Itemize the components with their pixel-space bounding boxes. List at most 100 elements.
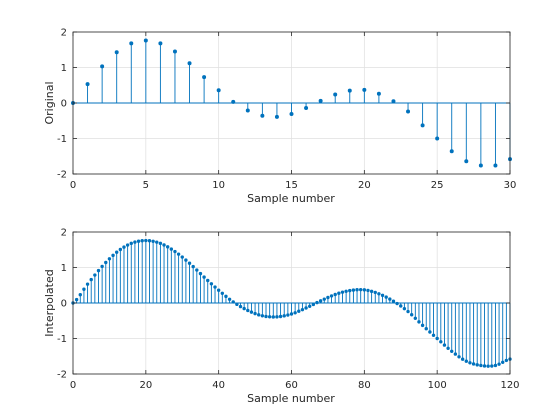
stem-marker xyxy=(242,306,246,311)
y-tick-label: -2 xyxy=(57,170,67,181)
stem-marker xyxy=(216,88,221,93)
stem-marker xyxy=(104,260,108,265)
axes-original: 0 5 10 15 20 25 30 -2 -1 0 1 2 Sample number Origin… xyxy=(43,28,516,206)
stem-marker xyxy=(78,292,82,297)
stem-marker xyxy=(140,238,144,243)
stem-marker xyxy=(369,289,374,294)
stem-marker xyxy=(380,293,385,298)
x-tick-label: 20 xyxy=(139,380,152,391)
stem-marker xyxy=(457,355,461,359)
stem-marker xyxy=(348,288,352,293)
stem-marker xyxy=(249,310,254,314)
stem-marker xyxy=(304,306,308,310)
y-tick-label: -1 xyxy=(57,134,67,145)
stem-marker xyxy=(333,92,338,97)
stem-marker xyxy=(344,289,348,293)
stem-series xyxy=(71,238,512,368)
stem-marker xyxy=(293,311,297,315)
x-tick-label: 5 xyxy=(143,180,149,191)
stem-marker xyxy=(151,239,155,243)
stem-marker xyxy=(409,313,414,317)
y-tick-label: 1 xyxy=(61,263,67,274)
stem-marker xyxy=(187,61,192,66)
stem-marker xyxy=(504,358,509,363)
stem-marker xyxy=(318,98,323,103)
stem-marker xyxy=(304,105,309,110)
x-tick-label: 120 xyxy=(500,380,519,391)
stem-marker xyxy=(366,288,370,293)
x-tick-label: 30 xyxy=(504,180,517,191)
stem-marker xyxy=(260,314,265,318)
stem-marker xyxy=(187,261,192,265)
y-axis-label: Original xyxy=(43,81,56,124)
stem-marker xyxy=(147,238,152,243)
stem-marker xyxy=(118,247,123,252)
stem-marker xyxy=(424,327,428,331)
stem-marker xyxy=(362,87,367,92)
stem-marker xyxy=(417,320,421,324)
stem-marker xyxy=(275,315,279,319)
axes-interpolated: 0 20 40 60 80 100 120 -2 -1 0 1 2 Sample number Int… xyxy=(43,228,520,406)
stem-marker xyxy=(318,299,323,303)
stem-marker xyxy=(169,247,174,251)
stem-marker xyxy=(391,299,396,303)
stem-marker xyxy=(184,258,188,262)
stem-marker xyxy=(246,308,250,313)
stem-marker xyxy=(96,268,101,273)
stem-marker xyxy=(435,136,440,141)
stem-marker xyxy=(220,291,225,296)
stem-marker xyxy=(227,297,232,301)
stem-marker xyxy=(376,91,381,96)
stem-marker xyxy=(486,364,490,368)
stem-marker xyxy=(213,285,217,289)
stem-marker xyxy=(74,297,79,302)
x-tick-label: 40 xyxy=(212,380,225,391)
stem-marker xyxy=(326,295,330,300)
stem-marker xyxy=(85,282,90,286)
stem-marker xyxy=(402,306,407,311)
stem-marker xyxy=(235,302,239,307)
stem-marker xyxy=(173,249,177,254)
stem-marker xyxy=(89,277,93,282)
stem-marker xyxy=(468,361,472,365)
stem-marker xyxy=(155,240,159,244)
stem-marker xyxy=(133,240,137,244)
tick-marks xyxy=(72,31,511,175)
x-axis-label: Sample number xyxy=(247,192,335,205)
stem-marker xyxy=(253,311,257,316)
y-tick-label: 2 xyxy=(61,28,67,39)
x-tick-label: 20 xyxy=(358,180,371,191)
stem-marker xyxy=(231,300,235,304)
stem-marker xyxy=(111,253,115,258)
stem-marker xyxy=(125,243,130,247)
stem-marker xyxy=(377,292,381,296)
stem-marker xyxy=(450,349,454,353)
stem-marker xyxy=(493,363,498,368)
stem-marker xyxy=(428,330,432,334)
stem-marker xyxy=(333,292,337,297)
stem-marker xyxy=(351,288,356,292)
stem-marker xyxy=(479,363,483,368)
stem-marker xyxy=(206,278,210,283)
tick-labels: 0 5 10 15 20 25 30 -2 -1 0 1 2 xyxy=(57,28,516,192)
stem-marker xyxy=(144,238,148,243)
stem-marker xyxy=(257,313,261,317)
stem-marker xyxy=(435,336,439,341)
x-tick-label: 80 xyxy=(358,380,371,391)
y-tick-label: -1 xyxy=(57,334,67,345)
stem-marker xyxy=(238,304,243,309)
stem-marker xyxy=(464,359,468,363)
stem-marker xyxy=(355,288,359,292)
stem-marker xyxy=(315,300,319,305)
stem-marker xyxy=(286,313,290,317)
x-tick-label: 10 xyxy=(212,180,225,191)
stem-marker xyxy=(431,333,436,337)
stem-marker xyxy=(172,49,177,54)
stem-marker xyxy=(384,295,388,299)
stem-marker xyxy=(297,309,301,313)
stem-marker xyxy=(114,250,119,254)
stem-marker xyxy=(231,99,236,104)
stem-marker xyxy=(180,255,184,259)
stem-marker xyxy=(493,163,498,168)
